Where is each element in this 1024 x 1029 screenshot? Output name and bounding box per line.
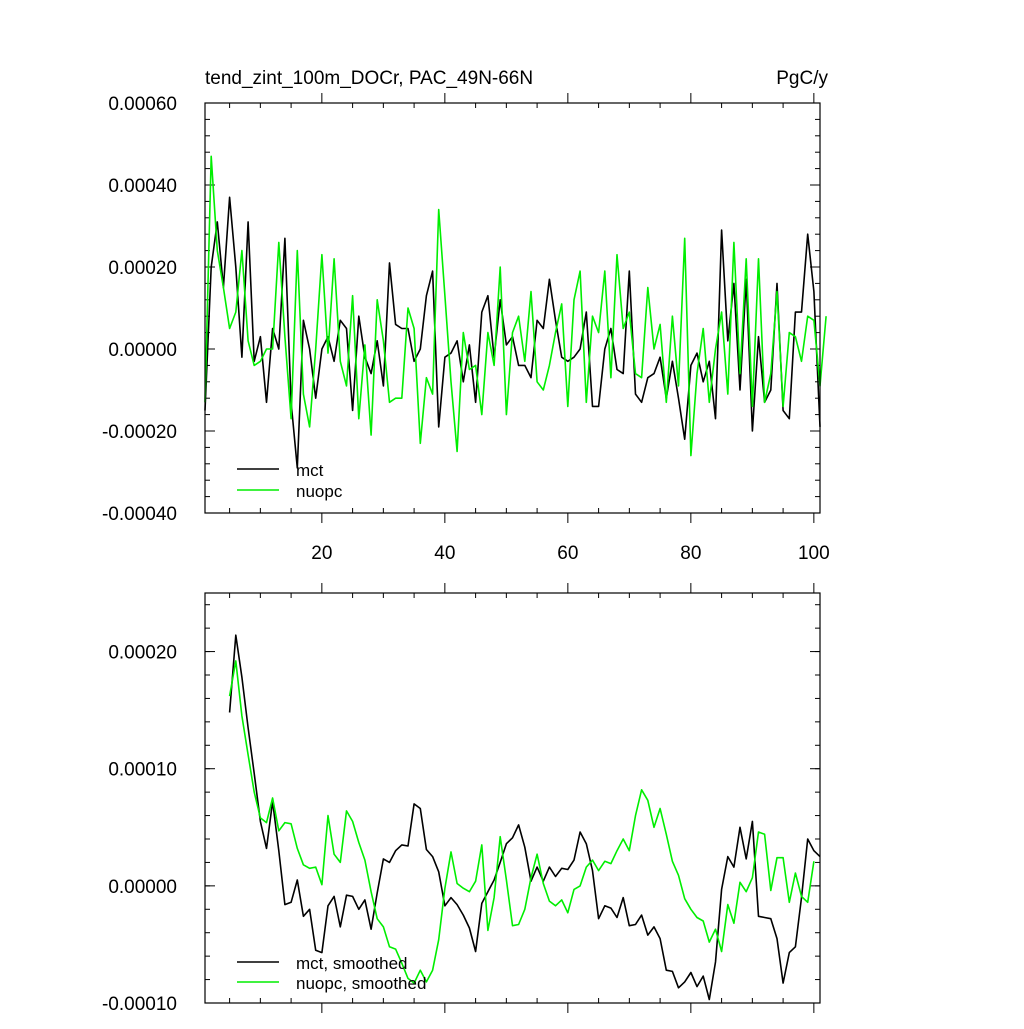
legend-label-nuopc-smoothed: nuopc, smoothed — [296, 974, 426, 993]
y-tick-label: 0.00000 — [108, 877, 177, 898]
y-tick-label: 0.00010 — [108, 760, 177, 781]
legend-label-mct-smoothed: mct, smoothed — [296, 954, 408, 973]
plot-frame — [204, 592, 821, 1004]
legend: mct, smoothed nuopc, smoothed — [237, 954, 426, 993]
series-line-nuopc — [204, 155, 827, 457]
chart-title: tend_zint_100m_DOCr, PAC_49N-66N — [205, 68, 533, 89]
top-panel: tend_zint_100m_DOCr, PAC_49N-66N PgC/y 2… — [102, 68, 830, 564]
y-tick-label: 0.00000 — [108, 340, 177, 361]
bottom-panel: -0.00010 0.00000 0.00010 0.00020 mct, smoot… — [102, 583, 821, 1015]
y-tick-label: 0.00040 — [108, 176, 177, 197]
x-tick-label: 100 — [798, 543, 830, 564]
legend-label-mct: mct — [296, 461, 324, 480]
legend-label-nuopc: nuopc — [296, 482, 343, 501]
tick-layer: -0.00010 0.00000 0.00010 0.00020 — [102, 583, 820, 1015]
series-line-nuopc-smoothed — [228, 660, 815, 984]
y-tick-label: -0.00020 — [102, 422, 177, 443]
plot-frame — [204, 102, 821, 514]
x-tick-label: 80 — [680, 543, 701, 564]
series-line-mct-smoothed — [228, 634, 821, 1001]
units-label: PgC/y — [776, 68, 828, 89]
y-tick-label: -0.00040 — [102, 504, 177, 525]
x-tick-label: 60 — [557, 543, 578, 564]
y-tick-label: 0.00020 — [108, 643, 177, 664]
x-tick-label: 20 — [311, 543, 332, 564]
x-tick-label: 40 — [434, 543, 455, 564]
y-tick-label: 0.00060 — [108, 94, 177, 115]
series-layer — [204, 155, 827, 469]
series-layer — [228, 634, 821, 1001]
legend: mct nuopc — [237, 461, 343, 501]
tick-layer: 20 40 60 80 100 -0.00040 -0.00020 0.00000 0.0002… — [102, 93, 830, 564]
y-tick-label: -0.00010 — [102, 994, 177, 1015]
y-tick-label: 0.00020 — [108, 258, 177, 279]
